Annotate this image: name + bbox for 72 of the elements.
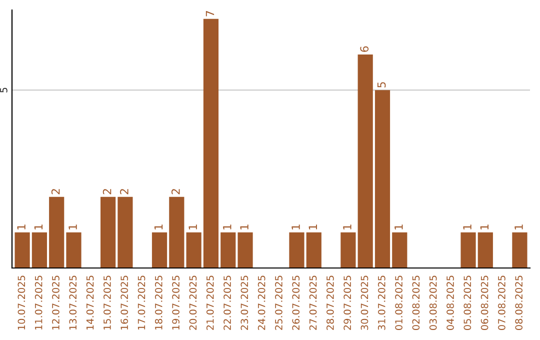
bar [203,18,219,268]
x-tick-label: 20.07.2025 [189,276,197,330]
data-label: 7 [206,10,214,16]
x-tick-label: 15.07.2025 [104,276,111,330]
bar [374,90,390,268]
bar [220,232,236,268]
x-tick-label: 03.08.2025 [429,276,437,330]
data-label: 1 [292,224,300,230]
bar [118,196,133,268]
x-tick-label: 19.07.2025 [172,276,180,330]
data-label: 1 [240,224,248,230]
bar [289,232,304,268]
bar [152,232,168,268]
data-label: 1 [343,224,352,230]
x-tick-label: 28.07.2025 [326,276,334,330]
x-tick-label: 25.07.2025 [275,276,282,330]
x-tick-label: 17.07.2025 [138,276,146,330]
bar [66,232,82,268]
data-label: 1 [223,224,232,230]
x-tick-label: 18.07.2025 [154,276,162,330]
x-tick-label: 26.07.2025 [292,276,300,330]
data-label: 1 [188,224,197,230]
data-label: 1 [68,224,77,230]
bar [392,232,408,268]
x-tick-label: 23.07.2025 [240,276,248,330]
data-label: 2 [102,189,112,194]
x-tick-label: 14.07.2025 [86,276,94,330]
x-tick-label: 24.07.2025 [258,276,266,330]
x-tick-label: 05.08.2025 [464,276,472,330]
bar [358,54,373,268]
data-label: 2 [51,189,60,194]
bar [340,232,356,268]
x-tick-label: 11.07.2025 [34,276,42,330]
data-label: 1 [34,224,43,230]
x-tick-label: 31.07.2025 [378,276,386,330]
data-label: 5 [377,82,386,88]
bar [186,232,202,268]
bar [306,232,322,268]
data-label: 2 [171,189,180,194]
x-tick-label: 27.07.2025 [309,276,317,330]
x-tick-label: 04.08.2025 [446,276,454,330]
data-label: 1 [480,224,488,230]
bar [478,232,493,268]
x-tick-label: 10.07.2025 [18,276,26,330]
x-tick-label: 13.07.2025 [69,276,77,330]
bar [32,232,47,268]
data-label: 1 [308,224,317,230]
bar [14,232,30,268]
data-label: 1 [154,224,163,230]
bar [169,196,184,268]
data-label: 1 [514,224,523,230]
x-tick-label: 16.07.2025 [120,276,128,330]
x-tick-label: 29.07.2025 [344,276,352,330]
x-tick-label: 21.07.2025 [206,276,214,330]
bar [238,232,253,268]
x-tick-label: 06.08.2025 [480,276,488,330]
x-tick-label: 12.07.2025 [52,276,60,330]
x-tick-label: 22.07.2025 [224,276,231,330]
x-tick-label: 07.08.2025 [498,276,506,330]
data-label: 1 [394,224,403,230]
x-tick-label: 01.08.2025 [395,276,402,330]
x-tick-label: 08.08.2025 [515,276,523,330]
bar [49,196,64,268]
bar [512,232,528,268]
data-label: 1 [463,224,472,230]
data-label: 2 [120,189,128,194]
x-tick-label: 02.08.2025 [412,276,420,330]
bar [100,196,116,268]
data-label: 1 [17,224,26,230]
data-label: 6 [360,46,369,52]
bar [460,232,476,268]
x-tick-label: 30.07.2025 [360,276,368,330]
